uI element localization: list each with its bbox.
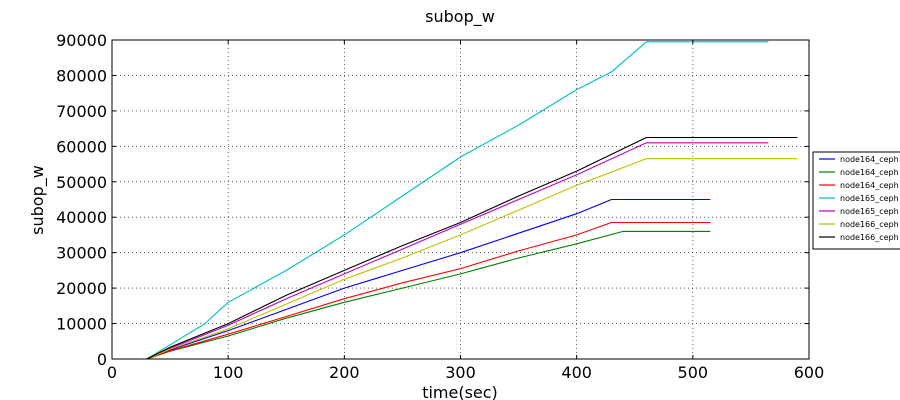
legend-label: node165_ceph [840, 194, 899, 203]
series-line-1 [146, 198, 711, 360]
y-tick-label: 0 [97, 350, 107, 369]
legend-label: node164_ceph [840, 181, 899, 190]
series-line-7 [146, 136, 798, 360]
y-tick-label: 10000 [56, 315, 107, 334]
series-line-2 [146, 230, 711, 360]
x-tick-label: 100 [213, 363, 244, 382]
series-line-5 [146, 142, 769, 360]
x-tick-label: 300 [445, 363, 476, 382]
axis-ticks: 0 100 200 300 400 500 600 0 10000 20000 30000 40000… [56, 31, 824, 382]
x-tick-label: 600 [794, 363, 825, 382]
y-tick-label: 20000 [56, 279, 107, 298]
y-tick-label: 40000 [56, 208, 107, 227]
series-layer [146, 41, 798, 360]
y-tick-label: 70000 [56, 102, 107, 121]
x-axis-label: time(sec) [422, 383, 498, 400]
legend-label: node166_ceph [840, 233, 899, 242]
y-tick-label: 50000 [56, 173, 107, 192]
x-tick-label: 0 [107, 363, 117, 382]
series-line-4 [146, 41, 769, 360]
series-line-6 [146, 158, 798, 360]
y-tick-label: 60000 [56, 137, 107, 156]
x-tick-label: 500 [678, 363, 709, 382]
y-tick-label: 80000 [56, 66, 107, 85]
legend-label: node164_ceph [840, 168, 899, 177]
x-tick-label: 200 [329, 363, 360, 382]
legend-label: node165_ceph [840, 207, 899, 216]
legend: node164_ceph node164_ceph node164_cephnode… [812, 151, 900, 250]
chart-title: subop_w [425, 7, 495, 27]
legend-label: node166_ceph [840, 220, 899, 229]
legend-label: node164_ceph [840, 155, 899, 164]
x-tick-label: 400 [561, 363, 592, 382]
y-tick-label: 30000 [56, 244, 107, 263]
y-axis-label: subop_w [28, 165, 48, 235]
y-tick-label: 90000 [56, 31, 107, 50]
legend-box [812, 151, 900, 250]
series-line-3 [146, 221, 711, 360]
